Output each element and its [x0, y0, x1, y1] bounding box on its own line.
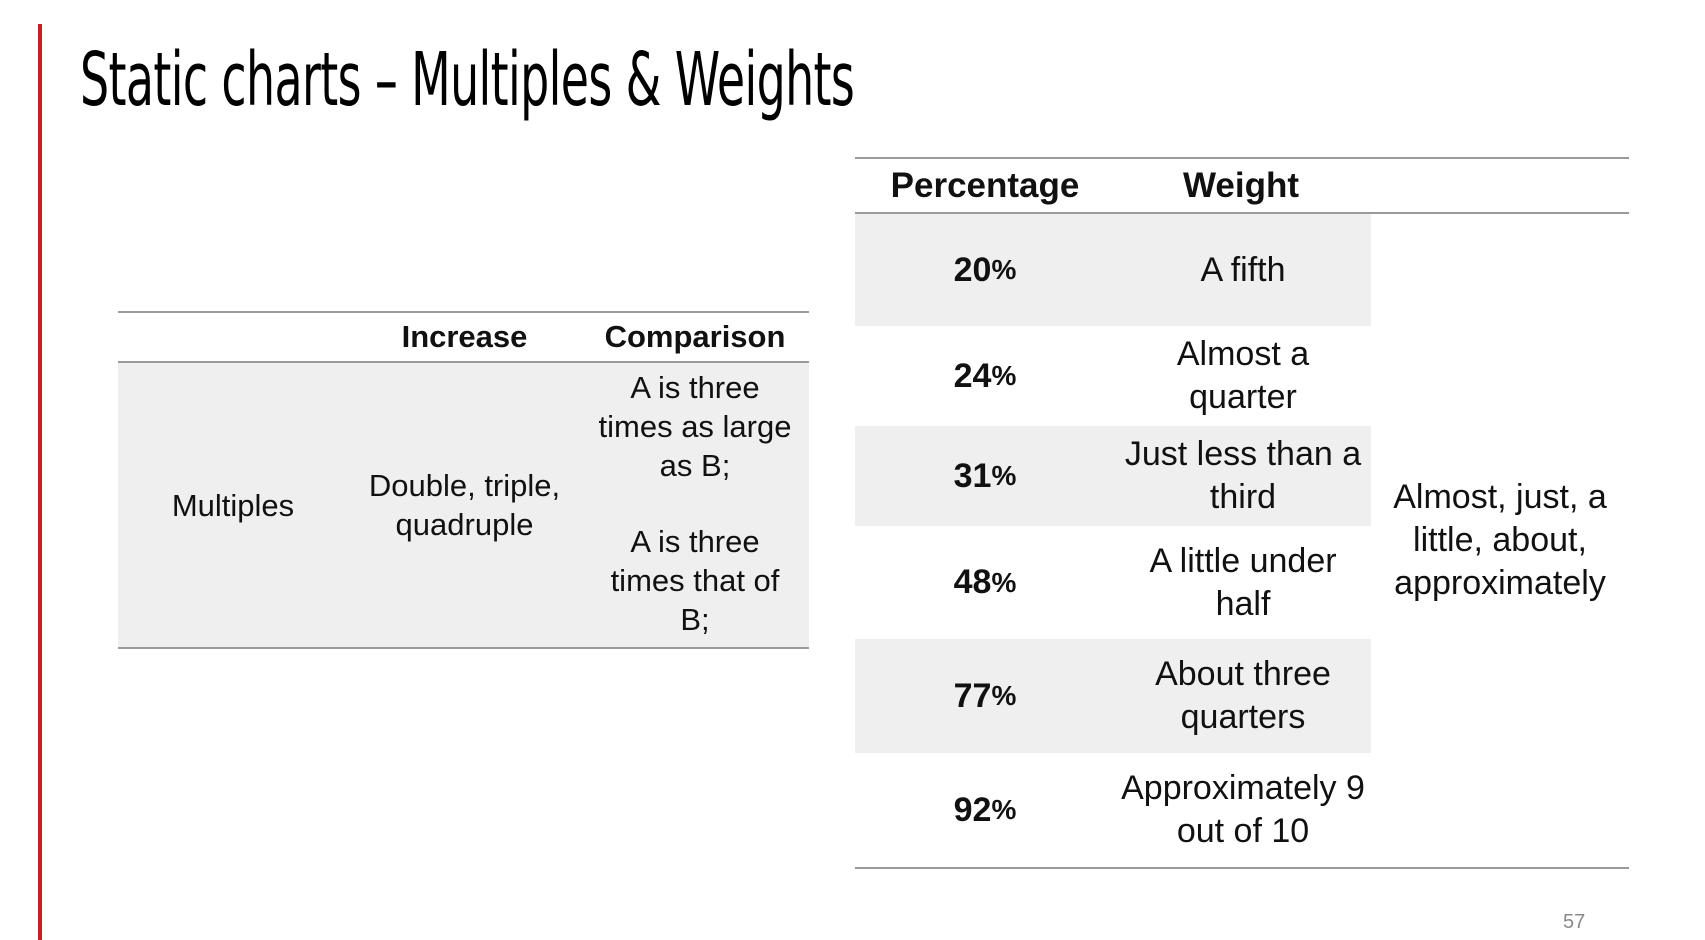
- percentage-value: 48: [953, 563, 992, 601]
- percent-symbol: %: [991, 254, 1017, 285]
- header-percentage: Percentage: [890, 166, 1080, 205]
- percentage-cell: 48%: [855, 526, 1115, 639]
- percentage-cell: 31%: [855, 426, 1115, 526]
- percentage-cell: 20%: [855, 214, 1115, 326]
- accent-bar: [38, 24, 42, 940]
- weight-cell: Almost a quarter: [1176, 335, 1310, 416]
- percentage-value: 77: [953, 676, 992, 715]
- percentage-cell: 92%: [855, 753, 1115, 867]
- weight-row: 24% Almost a quarter: [855, 326, 1371, 426]
- weights-table: Percentage Weight 20% A fifth 24% Almost…: [855, 157, 1629, 869]
- header-weight: Weight: [1182, 166, 1299, 205]
- weight-row: 31% Just less than a third: [855, 426, 1371, 526]
- weight-row: 20% A fifth: [855, 214, 1371, 326]
- percentage-value: 24: [953, 356, 992, 395]
- header-comparison: Comparison: [604, 319, 786, 354]
- weight-cell: Approximately 9 out of 10: [1121, 769, 1365, 850]
- row-label-multiples: Multiples: [171, 487, 295, 523]
- percentage-value: 92: [953, 790, 992, 829]
- comparison-text-1: A is three times as large as B;: [598, 370, 792, 483]
- percentage-cell: 24%: [855, 326, 1115, 426]
- multiples-table: Increase Comparison Multiples Double, tr…: [118, 311, 809, 649]
- percent-symbol: %: [991, 460, 1017, 491]
- page-number: 57: [1563, 911, 1586, 933]
- percentage-cell: 77%: [855, 639, 1115, 753]
- increase-text: Double, triple, quadruple: [368, 468, 561, 542]
- percent-symbol: %: [991, 794, 1017, 825]
- comparison-cell: A is three times as large as B; A is thr…: [581, 363, 809, 647]
- slide-title: Static charts – Multiples & Weights: [80, 37, 855, 123]
- increase-cell: Double, triple, quadruple: [348, 363, 581, 647]
- weight-cell: A fifth: [1200, 250, 1286, 289]
- percentage-value: 31: [953, 456, 992, 495]
- percent-symbol: %: [991, 360, 1017, 391]
- percentage-value: 20: [953, 250, 992, 289]
- multiples-row: Multiples Double, triple, quadruple A is…: [118, 363, 809, 649]
- qualifier-cell: Almost, just, a little, about, approxima…: [1371, 214, 1629, 867]
- header-increase: Increase: [401, 319, 528, 354]
- table-bottom-rule: [855, 867, 1629, 869]
- multiples-table-header: Increase Comparison: [118, 311, 809, 363]
- weight-cell: Just less than a third: [1124, 435, 1362, 516]
- comparison-text-2: A is three times that of B;: [610, 524, 780, 637]
- weight-cell: A little under half: [1149, 541, 1337, 623]
- weights-table-header: Percentage Weight: [855, 157, 1629, 214]
- qualifier-text: Almost, just, a little, about, approxima…: [1393, 478, 1607, 602]
- percent-symbol: %: [991, 566, 1017, 598]
- weight-row: 48% A little under half: [855, 526, 1371, 639]
- weight-row: 92% Approximately 9 out of 10: [855, 753, 1371, 867]
- weight-cell: About three quarters: [1155, 655, 1331, 736]
- percent-symbol: %: [991, 680, 1017, 711]
- weight-row: 77% About three quarters: [855, 639, 1371, 753]
